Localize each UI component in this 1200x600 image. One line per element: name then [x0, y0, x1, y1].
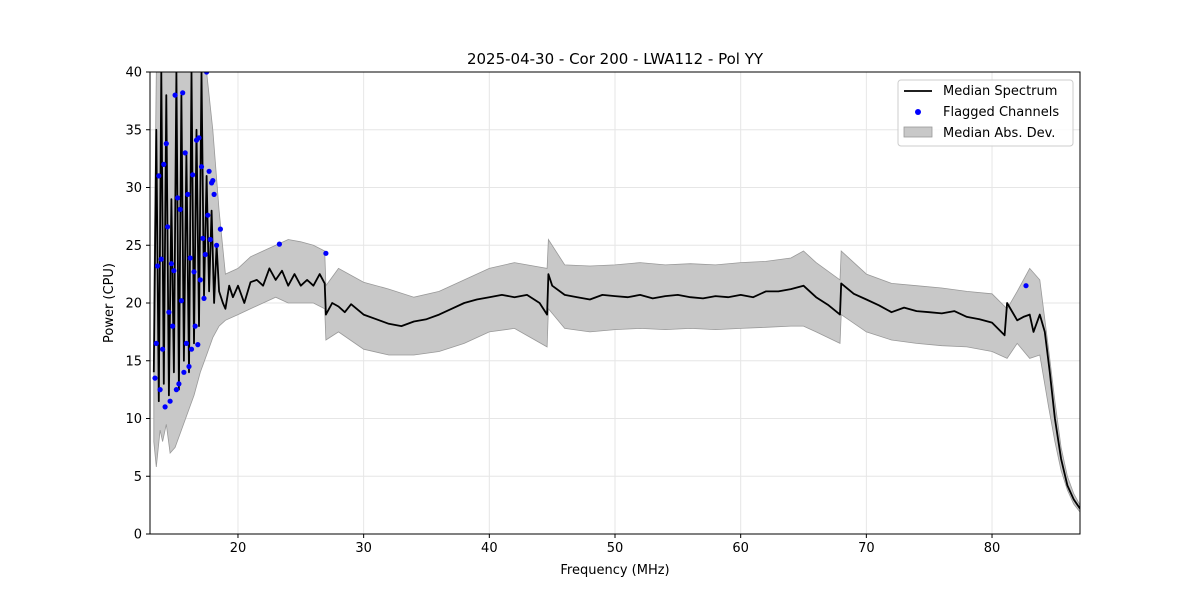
flagged-channel-point [214, 242, 220, 248]
flagged-channel-point [198, 164, 205, 170]
legend-mad-swatch [903, 126, 933, 138]
flagged-channel-point [205, 212, 211, 218]
flagged-channel-point [152, 375, 158, 381]
flagged-channel-point [191, 269, 197, 275]
flagged-channel-point [181, 369, 187, 375]
flagged-channel-point [1023, 283, 1029, 289]
legend-flagged-label: Flagged Channels [943, 105, 1059, 120]
plot-area [152, 72, 1080, 513]
y-tick-label: 20 [125, 297, 142, 312]
y-tick-label: 35 [125, 123, 142, 138]
flagged-channel-point [196, 135, 202, 141]
x-tick-label: 60 [732, 541, 749, 556]
x-tick-label: 30 [355, 541, 372, 556]
flagged-channel-point [276, 241, 282, 247]
flagged-channel-point [180, 90, 186, 96]
flagged-channel-point [168, 261, 174, 267]
flagged-channel-point [161, 161, 167, 167]
flagged-channel-point [188, 346, 195, 352]
median-spectrum-line [152, 72, 1080, 510]
flagged-channel-point [192, 323, 198, 329]
flagged-channel-point [200, 235, 206, 241]
flagged-channel-point [154, 263, 161, 269]
flagged-channel-point [201, 295, 207, 301]
x-tick-label: 50 [607, 541, 624, 556]
flagged-channel-point [157, 387, 163, 393]
flagged-channel-point [167, 398, 173, 404]
flagged-channel-point [166, 309, 172, 315]
flagged-channel-point [153, 340, 159, 346]
y-axis-label: Power (CPU) [102, 263, 117, 343]
flagged-channel-point [172, 92, 178, 98]
flagged-channel-point [195, 342, 201, 348]
flagged-channel-point [210, 178, 216, 184]
flagged-channel-point [176, 381, 182, 387]
flagged-channel-point [204, 72, 210, 75]
flagged-channel-point [185, 191, 191, 197]
y-tick-label: 15 [125, 354, 142, 369]
flagged-channel-point [197, 277, 203, 283]
flagged-channel-point [202, 251, 208, 258]
x-tick-label: 20 [230, 541, 247, 556]
flagged-channel-point [190, 172, 196, 178]
legend-median-label: Median Spectrum [943, 84, 1057, 99]
flagged-channel-point [182, 150, 188, 156]
flagged-channel-point [162, 404, 168, 410]
flagged-channel-point [175, 195, 181, 201]
y-tick-label: 40 [125, 66, 142, 81]
flagged-channel-point [206, 168, 212, 174]
flagged-channel-point [171, 268, 177, 274]
y-tick-label: 5 [134, 470, 142, 485]
flagged-channel-point [170, 323, 176, 329]
flagged-channel-point [187, 255, 193, 261]
flagged-channel-point [156, 173, 162, 179]
flagged-channel-point [211, 191, 217, 197]
y-tick-label: 10 [125, 412, 142, 427]
y-tick-label: 25 [125, 239, 142, 254]
flagged-channel-point [207, 236, 213, 243]
x-tick-label: 80 [984, 541, 1001, 556]
flagged-channel-point [186, 363, 192, 370]
x-axis-label: Frequency (MHz) [560, 563, 669, 578]
flagged-channel-point [158, 256, 164, 262]
x-axis-ticks: 20 30 40 50 60 70 80 [230, 534, 1001, 556]
y-tick-label: 30 [125, 181, 142, 196]
flagged-channel-point [183, 340, 189, 346]
legend: Median Spectrum Flagged Channels Median … [897, 79, 1074, 147]
chart-title: 2025-04-30 - Cor 200 - LWA112 - Pol YY [467, 50, 764, 68]
x-tick-label: 40 [481, 541, 498, 556]
flagged-channel-points [152, 72, 1029, 410]
flagged-channel-point [177, 206, 183, 212]
flagged-channel-point [165, 224, 171, 230]
legend-flagged-swatch [915, 109, 921, 115]
flagged-channel-point [160, 346, 166, 352]
flagged-channel-point [173, 387, 179, 393]
legend-mad-label: Median Abs. Dev. [943, 126, 1055, 141]
median-abs-dev-band [153, 72, 1080, 513]
legend-box [897, 79, 1074, 147]
x-tick-label: 70 [858, 541, 875, 556]
flagged-channel-point [323, 250, 329, 256]
flagged-channel-point [163, 141, 169, 147]
y-tick-label: 0 [134, 528, 142, 543]
flagged-channel-point [217, 226, 223, 232]
y-axis-ticks: 0 5 10 15 20 25 30 35 40 [125, 66, 150, 543]
flagged-channel-point [178, 298, 184, 304]
